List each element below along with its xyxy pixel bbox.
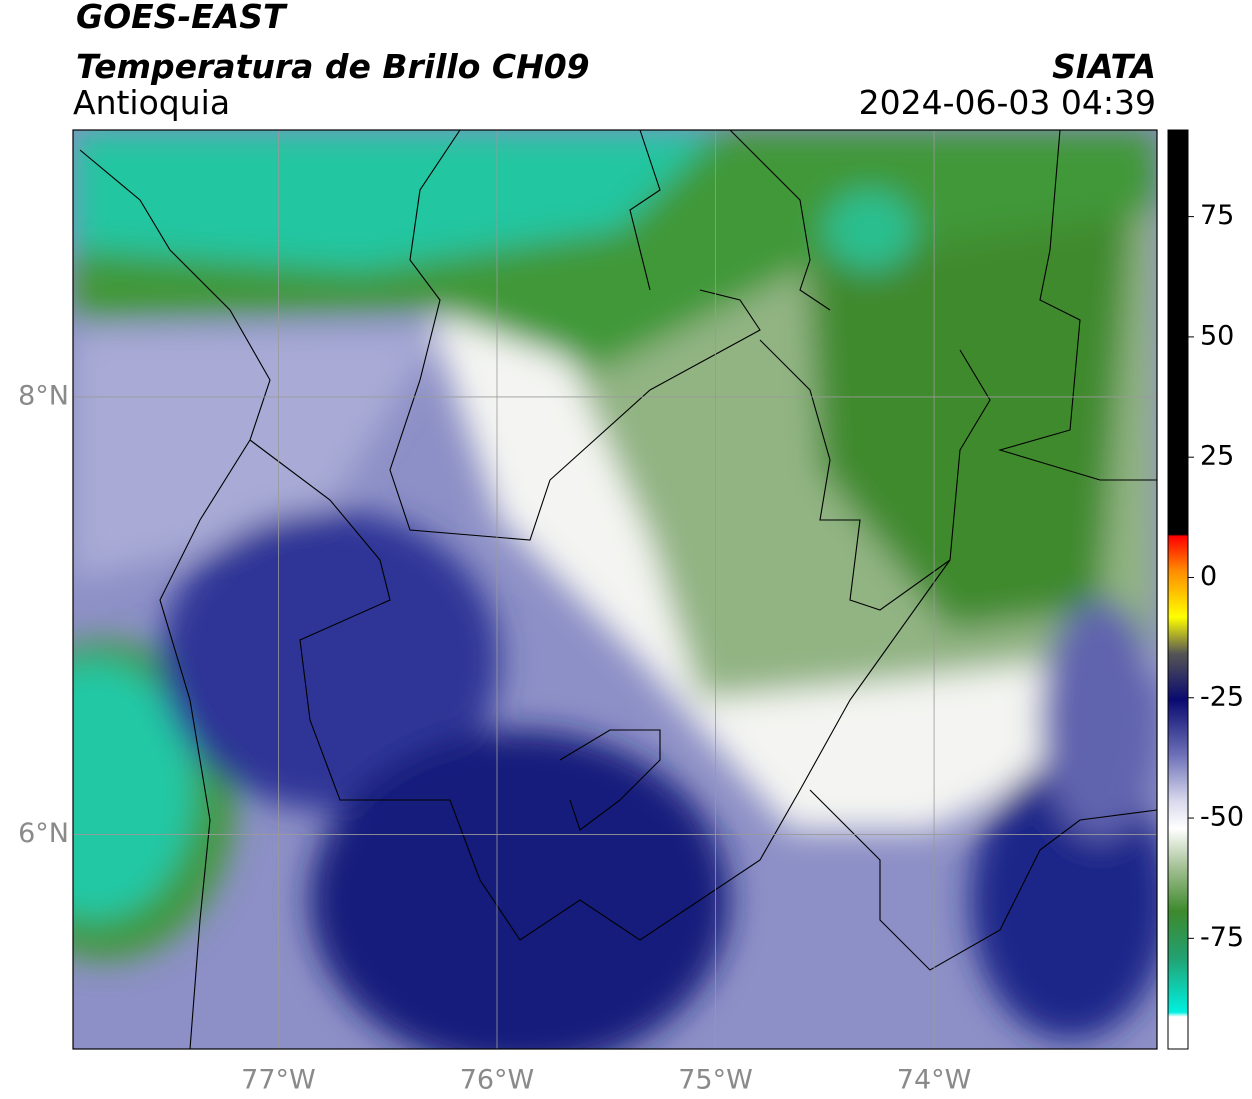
admin-border (249, 349, 991, 941)
admin-border (629, 130, 661, 291)
colorbar-tick-label: -75 (1200, 922, 1244, 953)
admin-border (389, 130, 761, 541)
product-title: Temperatura de Brillo CH09 (76, 47, 590, 86)
colorbar-tick-label: 0 (1200, 561, 1217, 592)
admin-border (998, 130, 1157, 481)
field (310, 730, 730, 1049)
field (73, 330, 440, 580)
y-tick-label: 6°N (18, 818, 69, 849)
map-image (73, 130, 1157, 1049)
admin-border (729, 130, 831, 311)
borders (79, 130, 1157, 1049)
field (73, 660, 195, 920)
colorbar-tick-label: -50 (1200, 802, 1244, 833)
x-tick-label: 74°W (897, 1065, 972, 1096)
colorbar (1167, 129, 1189, 1050)
field (825, 190, 915, 270)
x-tick-label: 77°W (241, 1065, 316, 1096)
colorbar-tick-label: 75 (1200, 200, 1234, 231)
field (160, 510, 500, 810)
coastline (79, 149, 271, 1049)
colorbar-tick-label: 25 (1200, 441, 1234, 472)
field (73, 130, 720, 270)
colorbar-tick-label: 50 (1200, 320, 1234, 351)
field (1040, 600, 1157, 840)
grid (73, 130, 1157, 1049)
admin-border (759, 339, 951, 611)
x-tick-label: 76°W (460, 1065, 535, 1096)
datetime-label: 2024-06-03 04:39 (859, 83, 1156, 122)
map-frame (72, 129, 1158, 1050)
admin-border (559, 729, 661, 831)
y-tick-label: 8°N (18, 380, 69, 411)
source-label: SIATA (1052, 47, 1156, 86)
x-tick-label: 75°W (678, 1065, 753, 1096)
region-label: Antioquia (73, 83, 230, 122)
admin-border (809, 789, 1157, 971)
brightness-field (73, 130, 1157, 1049)
satellite-title: GOES-EAST (76, 0, 288, 36)
colorbar-tick-label: -25 (1200, 681, 1244, 712)
